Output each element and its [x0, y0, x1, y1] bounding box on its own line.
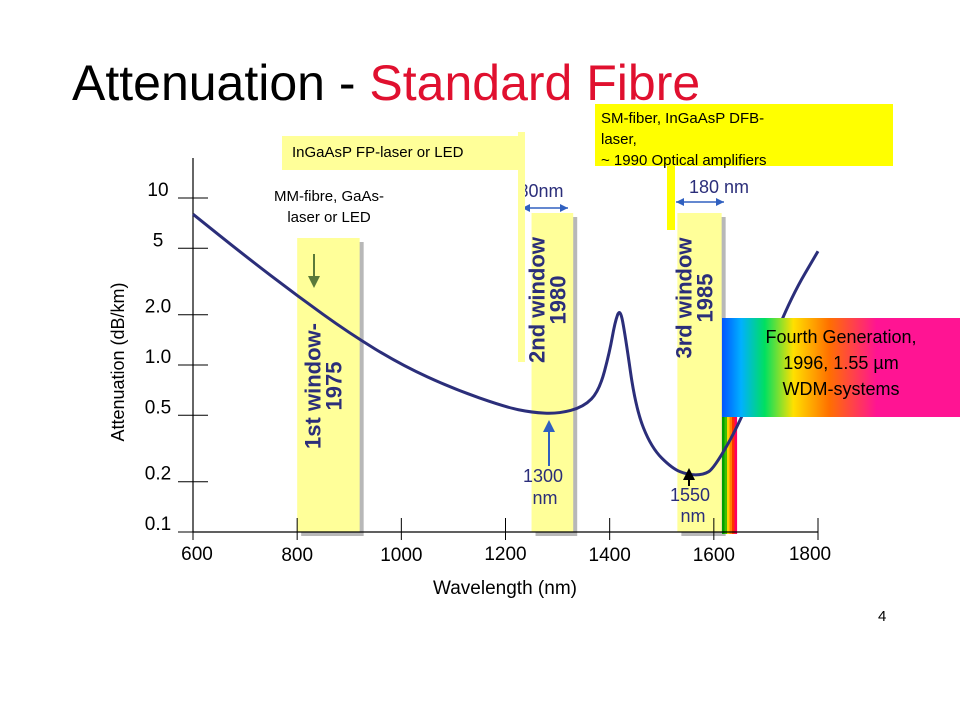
fp-laser-callout-edge [518, 132, 525, 362]
window-1-label: 1st window- [300, 323, 325, 449]
mm-line2: laser or LED [287, 209, 371, 226]
fp-laser-text: InGaAsP FP-laser or LED [292, 144, 464, 161]
y-tick-label: 0.2 [145, 464, 171, 485]
y-axis-label: Attenuation (dB/km) [108, 282, 128, 441]
window3-width-arrowhead-left [676, 198, 684, 206]
y-tick-label: 0.1 [145, 514, 171, 535]
fourth-line3: WDM-systems [782, 379, 900, 400]
fourth-line2: 1996, 1.55 µm [783, 353, 899, 374]
x-axis-label: Wavelength (nm) [433, 578, 577, 599]
wdm-channel-strip [729, 388, 733, 534]
window-1-year: 1975 [321, 362, 346, 411]
wdm-channel-strip [724, 388, 728, 534]
y-tick-label: 5 [153, 230, 164, 251]
annot-1550-line1: 1550 [670, 485, 710, 505]
x-tick-label: 1600 [693, 545, 735, 566]
annot-1300-line2: nm [532, 488, 557, 508]
fourth-line1: Fourth Generation, [765, 327, 917, 347]
wdm-channel-strip [734, 388, 738, 534]
y-tick-label: 10 [147, 180, 168, 201]
x-tick-label: 1800 [789, 544, 831, 565]
window3-width-label: 180 nm [689, 177, 749, 197]
y-tick-label: 1.0 [145, 347, 171, 368]
wdm-channel-strip [727, 388, 730, 534]
window2-width-label: 80nm [518, 181, 563, 201]
fp-laser-callout: InGaAsP FP-laser or LED [282, 136, 522, 170]
window2-width-arrowhead-right [560, 204, 568, 212]
window-2-label: 2nd window [524, 236, 549, 363]
mm-fibre-callout: MM-fibre, GaAs- laser or LED [244, 186, 414, 228]
dfb-callout: SM-fiber, InGaAsP DFB- laser, ~ 1990 Opt… [595, 104, 893, 169]
dfb-line1: SM-fiber, InGaAsP DFB- [601, 110, 765, 127]
fourth-generation-box: Fourth Generation, 1996, 1.55 µm WDM-sys… [722, 318, 960, 417]
window3-width-arrowhead-right [716, 198, 724, 206]
x-tick-label: 1400 [589, 545, 631, 566]
mm-line1: MM-fibre, GaAs- [273, 188, 384, 205]
dfb-line3: ~ 1990 Optical amplifiers [601, 152, 767, 169]
slide-title: Attenuation - Standard Fibre [72, 58, 700, 108]
x-tick-label: 600 [181, 544, 213, 565]
title-part1: Attenuation - [72, 55, 370, 111]
window-2-band [531, 213, 574, 532]
window-3-year: 1985 [693, 274, 718, 323]
window-2-year: 1980 [545, 276, 570, 325]
page-number: 4 [878, 608, 887, 625]
wdm-channel-strip [732, 388, 735, 534]
window2-width-arrowhead-left [522, 204, 530, 212]
window-1-band [297, 238, 360, 532]
annot-1300-line1: 1300 [523, 466, 563, 486]
x-tick-label: 1000 [380, 545, 422, 566]
attenuation-curve [192, 213, 820, 477]
dfb-callout-stem [667, 160, 675, 230]
x-tick-label: 800 [281, 545, 313, 566]
x-tick-label: 1200 [484, 544, 526, 565]
window-3-label: 3rd window [672, 237, 697, 359]
annot-1550-line2: nm [680, 506, 705, 526]
wdm-channel-strip [722, 388, 725, 534]
mm-fibre-arrowhead [308, 276, 320, 288]
y-tick-label: 2.0 [145, 297, 171, 318]
y-tick-label: 0.5 [145, 397, 171, 418]
nm1300-arrowhead [543, 420, 555, 432]
title-part2: Standard Fibre [369, 55, 701, 111]
dfb-line2: laser, [601, 131, 637, 148]
nm1550-arrowhead [683, 468, 695, 480]
